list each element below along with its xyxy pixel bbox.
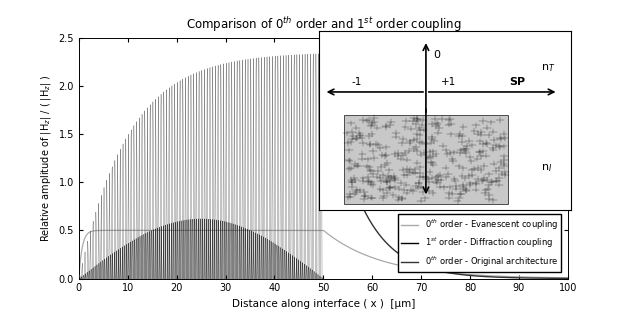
Text: n$_I$: n$_I$: [541, 162, 552, 174]
Bar: [344, 115, 508, 204]
Text: 0: 0: [433, 50, 440, 60]
Title: Comparison of 0$^{th}$ order and 1$^{st}$ order coupling: Comparison of 0$^{th}$ order and 1$^{st}…: [186, 15, 461, 34]
Text: SP: SP: [509, 77, 526, 87]
Text: -1: -1: [351, 77, 362, 87]
Y-axis label: Relative amplitude of |H$_{z}$| / ( |H$_{z}$| ): Relative amplitude of |H$_{z}$| / ( |H$_…: [39, 74, 53, 242]
Text: +1: +1: [441, 77, 456, 87]
Text: n$_T$: n$_T$: [541, 63, 555, 74]
X-axis label: Distance along interface ( x )  [μm]: Distance along interface ( x ) [μm]: [232, 299, 415, 309]
Legend: 0$^{th}$ order - Evanescent coupling, 1$^{st}$ order - Diffraction coupling, 0$^: 0$^{th}$ order - Evanescent coupling, 1$…: [398, 214, 562, 272]
